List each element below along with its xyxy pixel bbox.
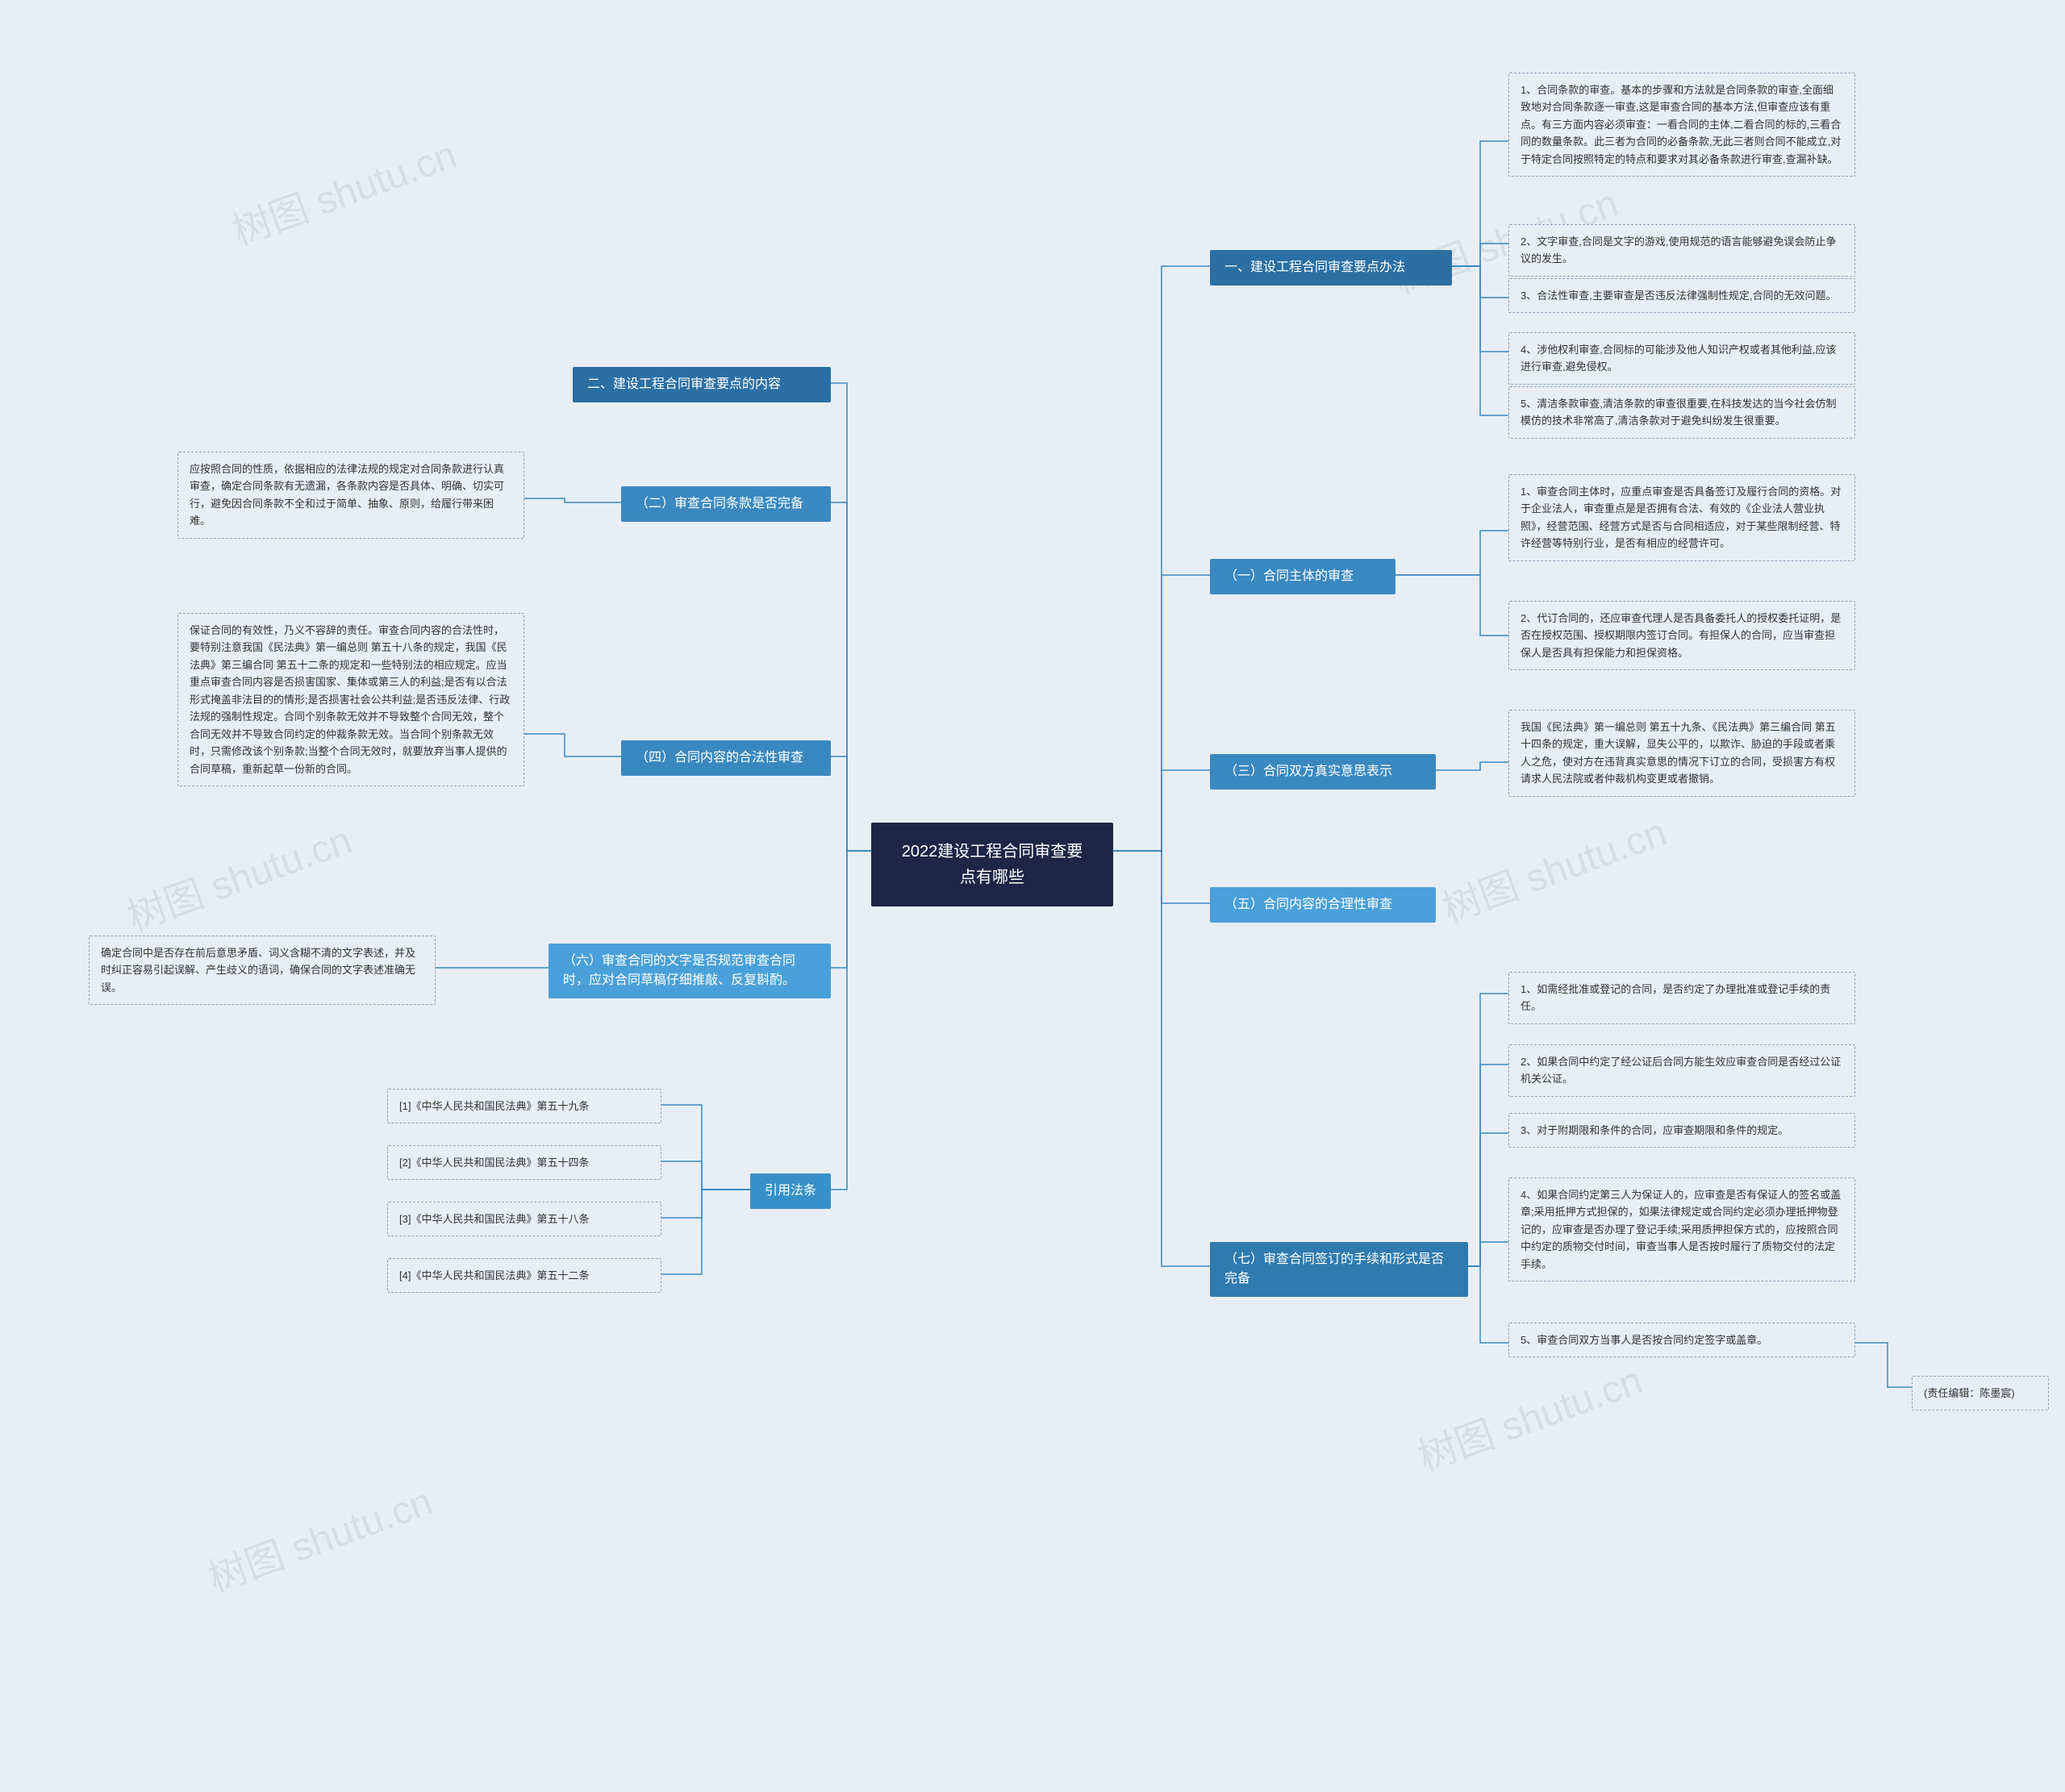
- leaf-l1-0: 应按照合同的性质，依据相应的法律法规的规定对合同条款进行认真审查，确定合同条款有…: [177, 452, 524, 539]
- leaf-l4-1: [2]《中华人民共和国民法典》第五十四条: [387, 1145, 661, 1180]
- branch-right-2: （三）合同双方真实意思表示: [1210, 754, 1436, 790]
- leaf-l2-0: 保证合同的有效性，乃义不容辞的责任。审查合同内容的合法性时，要特别注意我国《民法…: [177, 613, 524, 786]
- watermark: 树图 shutu.cn: [199, 1469, 439, 1602]
- watermark: 树图 shutu.cn: [1433, 800, 1673, 933]
- branch-left-1: （二）审查合同条款是否完备: [621, 486, 831, 522]
- leaf-r0-2: 3、合法性审查,主要审查是否违反法律强制性规定,合同的无效问题。: [1508, 278, 1855, 313]
- watermark: 树图 shutu.cn: [119, 808, 358, 941]
- leaf-l4-3: [4]《中华人民共和国民法典》第五十二条: [387, 1258, 661, 1293]
- branch-left-3: （六）审查合同的文字是否规范审查合同时，应对合同草稿仔细推敲、反复斟酌。: [549, 944, 831, 998]
- leaf-r1-0: 1、审查合同主体时，应重点审查是否具备签订及履行合同的资格。对于企业法人，审查重…: [1508, 474, 1855, 561]
- leaf-l4-2: [3]《中华人民共和国民法典》第五十八条: [387, 1202, 661, 1236]
- leaf-r0-3: 4、涉他权利审查,合同标的可能涉及他人知识产权或者其他利益,应该进行审查,避免侵…: [1508, 332, 1855, 385]
- leaf-r4-1: 2、如果合同中约定了经公证后合同方能生效应审查合同是否经过公证机关公证。: [1508, 1044, 1855, 1097]
- leaf-r4-4: 5、审查合同双方当事人是否按合同约定签字或盖章。: [1508, 1323, 1855, 1357]
- root-node: 2022建设工程合同审查要点有哪些: [871, 823, 1113, 906]
- watermark: 树图 shutu.cn: [1409, 1348, 1649, 1482]
- leaf-r2-0: 我国《民法典》第一编总则 第五十九条、《民法典》第三编合同 第五十四条的规定，重…: [1508, 710, 1855, 797]
- leaf-r0-1: 2、文字审查,合同是文字的游戏,使用规范的语言能够避免误会防止争议的发生。: [1508, 224, 1855, 277]
- branch-left-2: （四）合同内容的合法性审查: [621, 740, 831, 776]
- watermark: 树图 shutu.cn: [223, 123, 463, 256]
- leaf-r4-2: 3、对于附期限和条件的合同，应审查期限和条件的规定。: [1508, 1113, 1855, 1148]
- footer-note: (责任编辑：陈墨宸): [1912, 1376, 2049, 1411]
- branch-right-4: （七）审查合同签订的手续和形式是否完备: [1210, 1242, 1468, 1297]
- branch-right-3: （五）合同内容的合理性审查: [1210, 887, 1436, 923]
- branch-left-4: 引用法条: [750, 1173, 831, 1209]
- leaf-r0-0: 1、合同条款的审查。基本的步骤和方法就是合同条款的审查,全面细致地对合同条款逐一…: [1508, 73, 1855, 177]
- branch-left-0: 二、建设工程合同审查要点的内容: [573, 367, 831, 402]
- leaf-l4-0: [1]《中华人民共和国民法典》第五十九条: [387, 1089, 661, 1123]
- branch-right-0: 一、建设工程合同审查要点办法: [1210, 250, 1452, 285]
- leaf-l3-0: 确定合同中是否存在前后意思矛盾、词义含糊不清的文字表述，并及时纠正容易引起误解、…: [89, 936, 436, 1005]
- leaf-r4-0: 1、如需经批准或登记的合同，是否约定了办理批准或登记手续的责任。: [1508, 972, 1855, 1024]
- leaf-r4-3: 4、如果合同约定第三人为保证人的，应审查是否有保证人的签名或盖章;采用抵押方式担…: [1508, 1177, 1855, 1281]
- branch-right-1: （一）合同主体的审查: [1210, 559, 1395, 594]
- leaf-r0-4: 5、清洁条款审查,清洁条款的审查很重要,在科技发达的当今社会仿制模仿的技术非常高…: [1508, 386, 1855, 439]
- leaf-r1-1: 2、代订合同的，还应审查代理人是否具备委托人的授权委托证明，是否在授权范围、授权…: [1508, 601, 1855, 670]
